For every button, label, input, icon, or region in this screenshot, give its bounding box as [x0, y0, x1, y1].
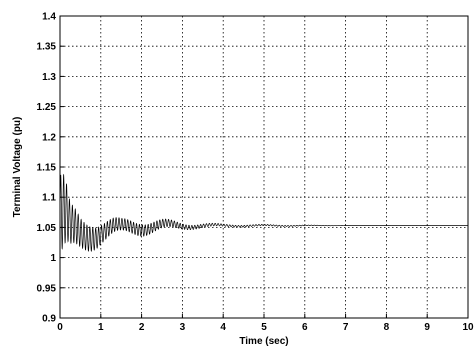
- series-line: [59, 173, 468, 252]
- x-tick-labels: 0 1 2 3 4 5 6 7 8 9 10: [57, 314, 474, 333]
- x-tick-label: 8: [384, 322, 390, 333]
- x-tick-label: 4: [220, 322, 226, 333]
- x-tick-label: 0: [57, 322, 63, 333]
- y-tick-label: 1.05: [37, 223, 57, 234]
- y-tick-label: 1: [50, 253, 56, 264]
- y-axis-label: Terminal Voltage (pu): [12, 117, 23, 218]
- y-tick-label: 1.25: [37, 102, 57, 113]
- x-tick-label: 5: [261, 322, 267, 333]
- series-group: [59, 173, 468, 252]
- y-tick-label: 0.95: [37, 283, 57, 294]
- x-tick-label: 1: [98, 322, 104, 333]
- y-tick-label: 1.3: [42, 72, 56, 83]
- grid-lines: [60, 16, 468, 318]
- y-tick-label: 1.1: [42, 193, 56, 204]
- y-tick-label: 0.9: [42, 314, 56, 325]
- x-axis-label: Time (sec): [239, 336, 288, 347]
- y-tick-label: 1.4: [42, 12, 56, 23]
- y-tick-label: 1.2: [42, 132, 56, 143]
- x-tick-label: 9: [424, 322, 430, 333]
- x-tick-label: 6: [302, 322, 308, 333]
- x-tick-label: 7: [343, 322, 349, 333]
- x-tick-label: 10: [462, 322, 474, 333]
- x-tick-label: 2: [139, 322, 145, 333]
- x-tick-label: 3: [180, 322, 186, 333]
- y-tick-label: 1.35: [37, 42, 57, 53]
- y-tick-label: 1.15: [37, 163, 57, 174]
- y-tick-labels: 0.9 0.95 1 1.05 1.1 1.15 1.2 1.25 1.3 1.35 1.4: [37, 12, 64, 325]
